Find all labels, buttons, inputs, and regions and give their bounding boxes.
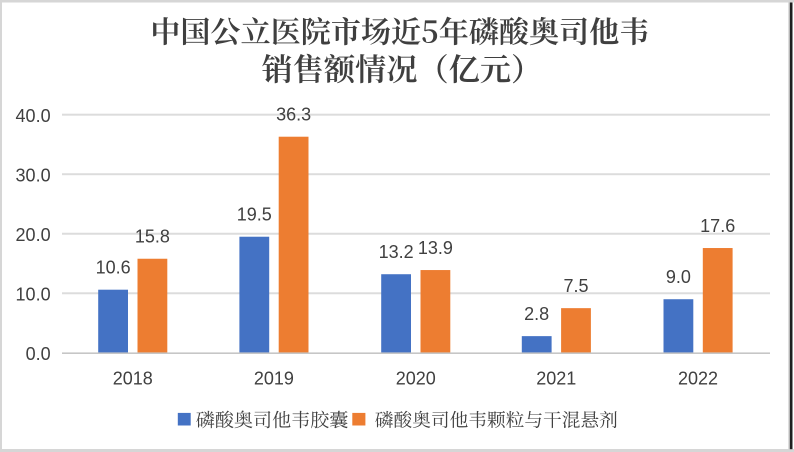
svg-text:13.9: 13.9 [418, 238, 453, 258]
svg-text:2018: 2018 [113, 369, 153, 389]
svg-text:2.8: 2.8 [524, 304, 549, 324]
svg-text:7.5: 7.5 [563, 276, 588, 296]
svg-text:19.5: 19.5 [237, 205, 272, 225]
svg-text:10.6: 10.6 [96, 258, 131, 278]
svg-text:0.0: 0.0 [26, 344, 51, 364]
svg-text:9.0: 9.0 [666, 267, 691, 287]
svg-text:10.0: 10.0 [16, 285, 51, 305]
svg-text:30.0: 30.0 [16, 166, 51, 186]
svg-text:17.6: 17.6 [700, 216, 735, 236]
svg-text:15.8: 15.8 [135, 227, 170, 247]
svg-text:40.0: 40.0 [16, 106, 51, 126]
svg-text:2021: 2021 [536, 369, 576, 389]
svg-text:2020: 2020 [396, 369, 436, 389]
svg-text:20.0: 20.0 [16, 225, 51, 245]
svg-text:2019: 2019 [254, 369, 294, 389]
svg-text:36.3: 36.3 [276, 105, 311, 125]
svg-text:13.2: 13.2 [379, 242, 414, 262]
svg-text:2022: 2022 [678, 369, 718, 389]
